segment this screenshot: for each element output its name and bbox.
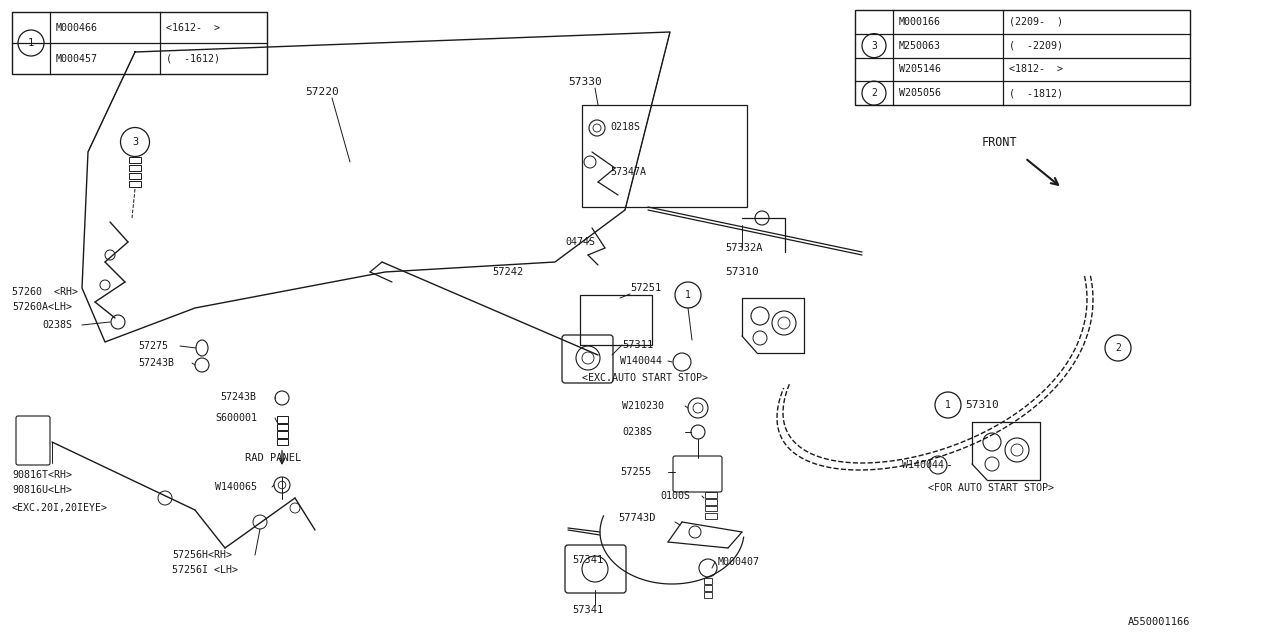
Text: 3: 3 xyxy=(132,137,138,147)
Bar xyxy=(276,416,288,422)
Text: 57310: 57310 xyxy=(724,267,759,277)
Text: M000466: M000466 xyxy=(56,22,99,33)
Text: <1812-  >: <1812- > xyxy=(1009,65,1062,74)
Text: 57243B: 57243B xyxy=(138,358,174,368)
Bar xyxy=(704,578,712,584)
Text: 90816T<RH>: 90816T<RH> xyxy=(12,470,72,480)
Bar xyxy=(705,506,717,511)
Text: 57220: 57220 xyxy=(305,87,339,97)
Text: 0238S: 0238S xyxy=(42,320,72,330)
Text: <1612-  >: <1612- > xyxy=(166,22,220,33)
Text: 57341: 57341 xyxy=(572,555,603,565)
Bar xyxy=(129,181,141,187)
Text: M000457: M000457 xyxy=(56,54,99,63)
Text: <FOR AUTO START STOP>: <FOR AUTO START STOP> xyxy=(928,483,1053,493)
Text: 0100S: 0100S xyxy=(660,491,690,501)
Text: W205056: W205056 xyxy=(899,88,941,98)
Text: 57243B: 57243B xyxy=(220,392,256,402)
Text: (  -1612): ( -1612) xyxy=(166,54,220,63)
Text: (  -2209): ( -2209) xyxy=(1009,40,1062,51)
Text: W205146: W205146 xyxy=(899,65,941,74)
Text: 1: 1 xyxy=(28,38,35,48)
Text: 57256H<RH>: 57256H<RH> xyxy=(172,550,232,560)
Bar xyxy=(582,105,748,207)
Text: 57260  <RH>: 57260 <RH> xyxy=(12,287,78,297)
Text: 57251: 57251 xyxy=(630,283,662,293)
Text: 2: 2 xyxy=(872,88,877,98)
Text: 3: 3 xyxy=(872,40,877,51)
Text: W140044: W140044 xyxy=(620,356,662,366)
Text: <EXC.20I,20IEYE>: <EXC.20I,20IEYE> xyxy=(12,503,108,513)
Text: 2: 2 xyxy=(1115,343,1121,353)
Text: 57311: 57311 xyxy=(622,340,653,350)
Text: 90816U<LH>: 90816U<LH> xyxy=(12,485,72,495)
Bar xyxy=(129,157,141,163)
Text: (  -1812): ( -1812) xyxy=(1009,88,1062,98)
Bar xyxy=(276,424,288,430)
Bar xyxy=(705,499,717,504)
Bar xyxy=(129,165,141,171)
Text: M250063: M250063 xyxy=(899,40,941,51)
Text: 57347A: 57347A xyxy=(611,167,646,177)
Text: 1: 1 xyxy=(945,400,951,410)
Text: 1: 1 xyxy=(685,290,691,300)
Text: S600001: S600001 xyxy=(215,413,257,423)
Bar xyxy=(276,438,288,445)
Text: A550001166: A550001166 xyxy=(1128,617,1190,627)
Text: 0474S: 0474S xyxy=(564,237,595,247)
Bar xyxy=(129,173,141,179)
Text: (2209-  ): (2209- ) xyxy=(1009,17,1062,27)
Text: 57275: 57275 xyxy=(138,341,168,351)
Bar xyxy=(855,10,1190,105)
Bar xyxy=(705,513,717,518)
Text: M000166: M000166 xyxy=(899,17,941,27)
Text: 57310: 57310 xyxy=(965,400,998,410)
Bar xyxy=(704,592,712,598)
Text: 57260A<LH>: 57260A<LH> xyxy=(12,302,72,312)
Bar xyxy=(580,295,652,345)
Text: 0238S: 0238S xyxy=(622,427,652,437)
Text: 57330: 57330 xyxy=(568,77,602,87)
Text: 57255: 57255 xyxy=(620,467,652,477)
Bar xyxy=(704,585,712,591)
Bar xyxy=(276,431,288,438)
Text: 57242: 57242 xyxy=(492,267,524,277)
Text: <EXC.AUTO START STOP>: <EXC.AUTO START STOP> xyxy=(582,373,708,383)
Text: 57341: 57341 xyxy=(572,605,603,615)
Text: RAD PANEL: RAD PANEL xyxy=(244,453,301,463)
Text: 57332A: 57332A xyxy=(724,243,763,253)
Text: W140044: W140044 xyxy=(902,460,945,470)
Text: 0218S: 0218S xyxy=(611,122,640,132)
Text: W140065: W140065 xyxy=(215,482,257,492)
Bar xyxy=(705,492,717,497)
Text: FRONT: FRONT xyxy=(982,136,1018,148)
Text: M000407: M000407 xyxy=(718,557,760,567)
Text: 57256I <LH>: 57256I <LH> xyxy=(172,565,238,575)
Text: W210230: W210230 xyxy=(622,401,664,411)
Text: 57743D: 57743D xyxy=(618,513,655,523)
Bar xyxy=(12,12,268,74)
